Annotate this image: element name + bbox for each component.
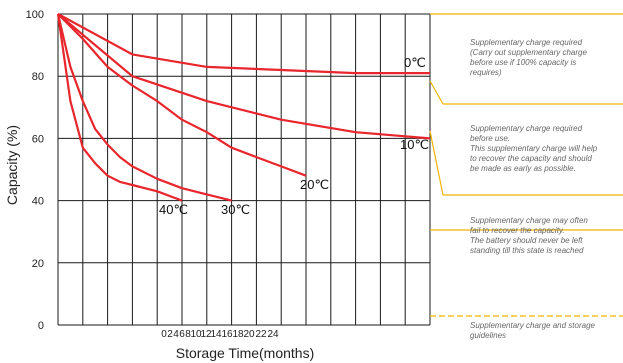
zone-annotation: Supplementary charge may often fail to re… [470,216,588,256]
zone-annotation-line: standing till this state is reached [470,246,584,255]
zone-annotation: Supplementary charge required (Carry out … [470,38,587,78]
series-label: 0℃ [404,55,426,70]
x-tick-label: 16 [221,329,233,340]
zone-divider-diagonal [429,80,444,105]
zone-annotation-line: before use if 100% capacity is [470,58,577,67]
series-label: 40℃ [159,202,188,217]
zone-annotation-line: The battery should never be left [470,236,583,245]
zone-annotation-line: (Carry out supplementary charge [470,48,587,57]
zone-annotation-line: requires) [470,68,502,77]
series-line [57,13,431,140]
series-line [56,13,183,202]
zone-annotation-line: before use. [470,134,511,143]
x-axis-label: Storage Time(months) [176,345,315,361]
zone-annotation-line: Supplementary charge may often [470,216,588,225]
series-line [57,13,307,177]
zone-annotation-line: fail to recover the capacity. [470,226,565,235]
series-label: 20℃ [300,177,329,192]
x-tick-label: 8 [185,329,191,340]
series-label: 10℃ [400,137,429,152]
zone-divider-lines [429,13,623,317]
y-tick-label: 20 [32,258,44,270]
x-tick-label: 18 [232,329,244,340]
y-tick-label: 80 [32,71,44,83]
x-tick-label: 10 [190,329,202,340]
zone-annotation: Supplementary charge required before use.… [470,124,597,174]
series-label: 30℃ [221,202,250,217]
x-tick-label: 22 [255,329,267,340]
zone-annotation-line: be made as early as possible. [470,164,576,173]
y-tick-labels: 0 20 40 60 80 100 [26,9,44,332]
zone-annotation-line: This supplementary charge will help [470,144,598,153]
zone-annotation-line: Supplementary charge required [470,38,583,47]
zone-annotation-line: to recover the capacity and should [470,154,592,163]
zone-annotation-line: guidelines [470,331,507,340]
chart-grid [57,13,431,326]
x-tick-label: 0 [161,329,167,340]
x-tick-label: 4 [173,329,179,340]
zone-annotation: Supplementary charge and storage guidelin… [470,321,595,341]
series-line [56,13,232,202]
x-tick-label: 24 [267,329,279,340]
x-tick-label: 2 [167,329,173,340]
x-tick-label: 14 [210,329,222,340]
x-tick-label: 20 [243,329,255,340]
y-tick-label: 40 [32,196,44,208]
zone-divider-diagonal [429,130,444,196]
zone-annotation-line: Supplementary charge required [470,124,583,133]
series-line [57,13,430,75]
y-tick-label: 60 [32,133,44,145]
y-axis-label: Capacity (%) [4,125,20,205]
zone-annotation-line: Supplementary charge and storage [470,321,595,330]
series-lines [56,13,431,202]
series-labels: 0℃ 10℃ 20℃ 30℃ 40℃ [159,55,429,217]
x-tick-label: 12 [200,329,212,340]
y-tick-label: 0 [38,320,44,332]
y-tick-label: 100 [26,9,44,21]
x-tick-label: 6 [179,329,185,340]
